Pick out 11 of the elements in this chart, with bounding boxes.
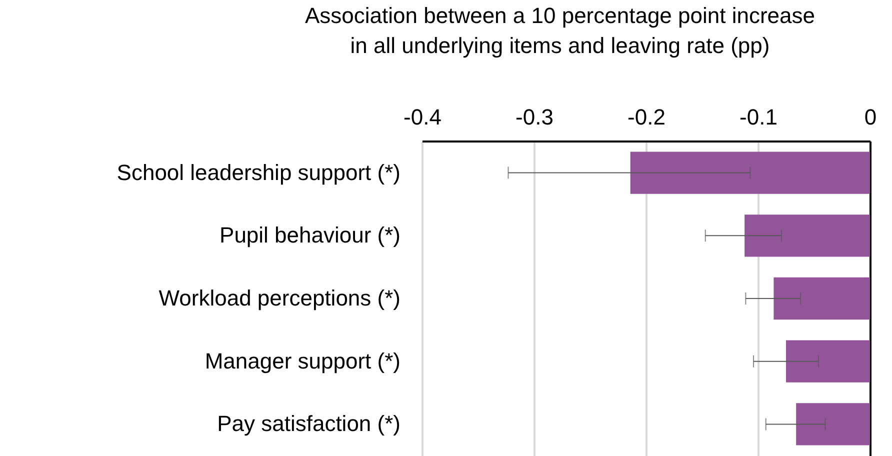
x-tick-label: -0.4: [404, 104, 442, 130]
y-tick-label: Manager support (*): [204, 348, 400, 374]
x-tick-label: -0.1: [740, 104, 778, 130]
y-tick-label: Workload perceptions (*): [158, 286, 400, 310]
y-tick-label: Pay satisfaction (*): [217, 411, 400, 436]
x-tick-label: -0.2: [628, 104, 666, 130]
y-tick-label: School leadership support (*): [116, 160, 400, 185]
x-tick-label: -0.3: [516, 104, 554, 130]
x-axis-title: Association between a 10 percentage point increase in all underlying items and leaving rate (pp): [304, 3, 816, 58]
y-tick-label: Pupil behaviour (*): [220, 222, 400, 248]
x-tick-label: 0: [864, 104, 877, 130]
